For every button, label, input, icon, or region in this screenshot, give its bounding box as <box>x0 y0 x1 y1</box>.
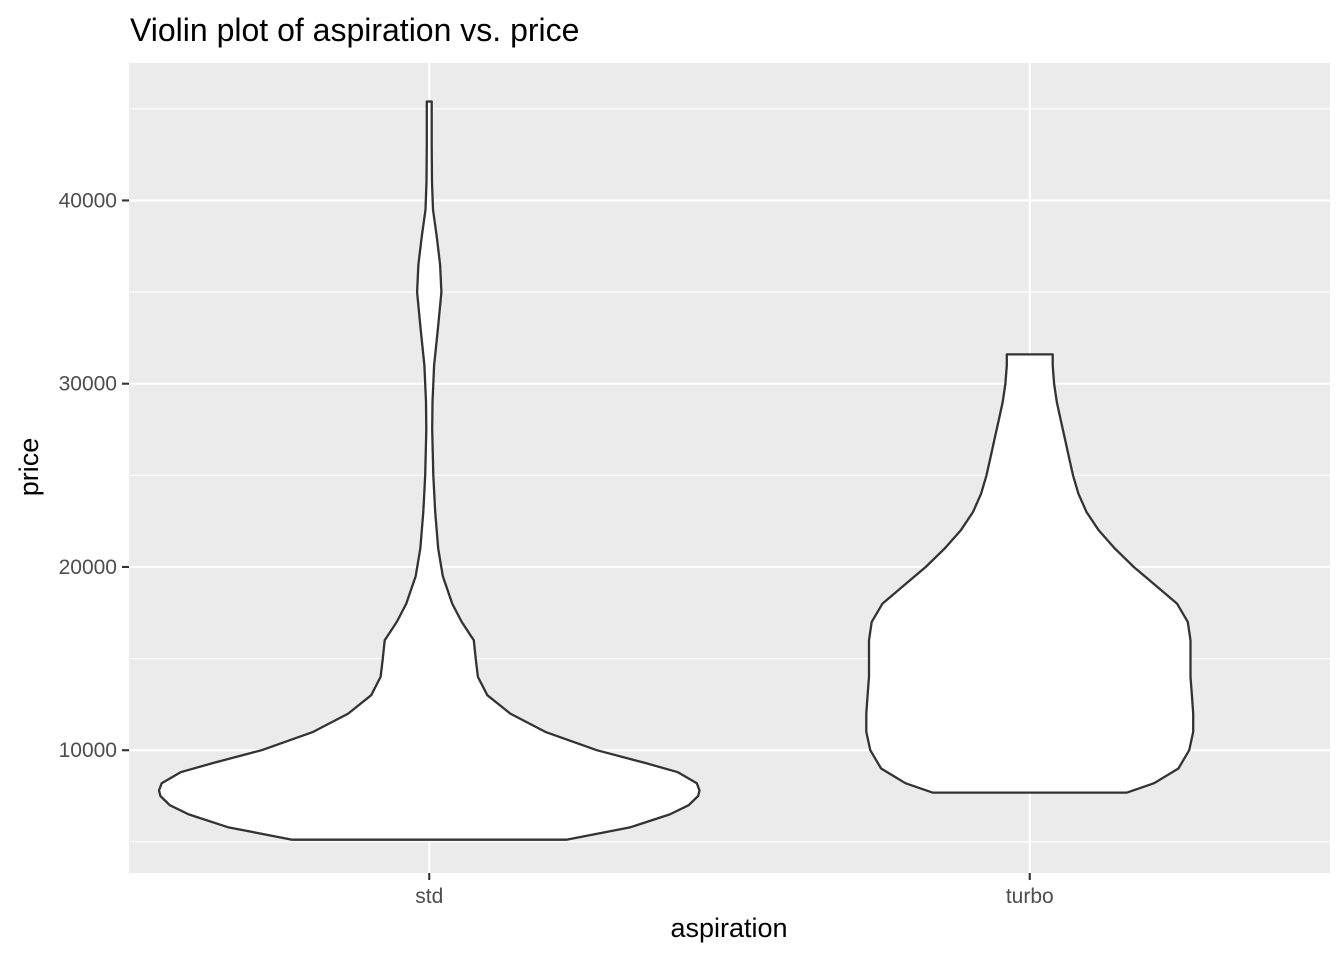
minor-gridlines <box>129 108 1330 843</box>
violin-turbo <box>865 353 1195 794</box>
violin-std <box>157 100 701 841</box>
y-tick-label: 30000 <box>59 373 117 396</box>
y-axis: 10000 20000 30000 40000 <box>59 189 129 762</box>
x-axis-title: aspiration <box>670 913 787 943</box>
x-tick-label: std <box>415 885 443 908</box>
y-tick-label: 20000 <box>59 556 117 579</box>
x-tick-label: turbo <box>1006 885 1054 908</box>
chart-title: Violin plot of aspiration vs. price <box>130 12 579 48</box>
y-tick-label: 10000 <box>59 739 117 762</box>
y-axis-title: price <box>14 438 44 497</box>
x-axis: std turbo <box>415 873 1054 908</box>
y-tick-label: 40000 <box>59 189 117 212</box>
violins <box>157 100 1195 841</box>
